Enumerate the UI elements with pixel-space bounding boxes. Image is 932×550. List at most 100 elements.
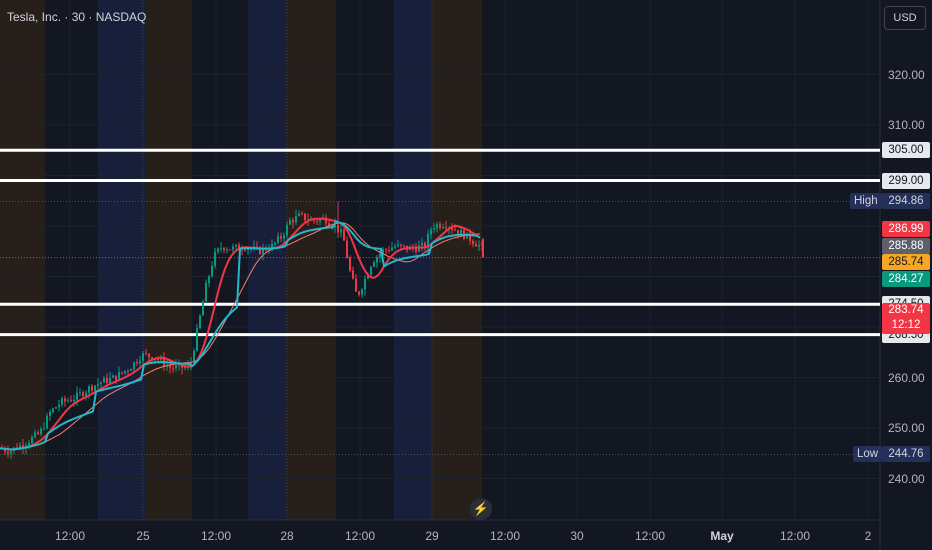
candle-body <box>385 249 387 251</box>
candle-body <box>115 375 117 381</box>
time-tick: 12:00 <box>489 529 521 543</box>
replay-icon[interactable]: ⚡ <box>470 498 492 520</box>
candle-body <box>331 225 333 228</box>
candle-body <box>85 392 87 397</box>
time-tick: 12:00 <box>54 529 86 543</box>
session-band-postmarket <box>98 0 145 520</box>
candle-body <box>103 378 105 383</box>
candle-body <box>364 278 366 290</box>
candle-body <box>82 392 84 397</box>
candle-body <box>136 362 138 364</box>
candle-body <box>133 362 135 370</box>
candle-body <box>94 385 96 391</box>
candle-body <box>304 213 306 221</box>
candle-body <box>373 262 375 267</box>
candle-body <box>70 400 72 402</box>
candle-body <box>52 408 54 413</box>
candle-body <box>241 249 243 251</box>
session-backgrounds <box>0 0 482 520</box>
low-label: Low <box>853 446 883 463</box>
high-label: High <box>850 193 882 210</box>
candle-body <box>346 240 348 258</box>
candle-body <box>226 249 228 251</box>
candle-body <box>112 375 114 378</box>
candle-body <box>64 398 66 402</box>
bar-countdown: 12:12 <box>891 319 921 331</box>
session-band-premarket <box>145 0 192 520</box>
session-band-postmarket <box>248 0 286 520</box>
price-tag-orange: 285.74 <box>882 254 930 270</box>
candle-body <box>427 234 429 249</box>
price-tag-gray: 285.88 <box>882 238 930 254</box>
candle-body <box>10 450 12 454</box>
candle-body <box>433 228 435 230</box>
candle-body <box>451 227 453 230</box>
price-tick: 320.00 <box>888 67 925 82</box>
candle-body <box>349 257 351 271</box>
candle-body <box>316 220 318 222</box>
candle-body <box>454 229 456 231</box>
time-tick: 28 <box>280 529 294 543</box>
candle-body <box>76 392 78 400</box>
candle-body <box>211 266 213 277</box>
candle-body <box>247 248 249 251</box>
candle-body <box>172 367 174 369</box>
candle-body <box>235 244 237 247</box>
candle-body <box>157 358 159 360</box>
candle-body <box>244 249 246 251</box>
candle-body <box>184 366 186 368</box>
price-tag-teal: 284.27 <box>882 271 930 287</box>
candle-body <box>280 236 282 239</box>
candle-body <box>370 266 372 275</box>
candle-body <box>415 248 417 252</box>
candle-body <box>214 251 216 267</box>
candle-body <box>382 249 384 254</box>
candle-body <box>73 399 75 402</box>
candle-body <box>361 289 363 295</box>
candle-body <box>208 276 210 283</box>
candle-body <box>7 451 9 454</box>
symbol-title[interactable]: Tesla, Inc. · 30 · NASDAQ <box>7 10 147 24</box>
candle-body <box>271 243 273 251</box>
candle-body <box>19 445 21 450</box>
candle-body <box>298 213 300 216</box>
candle-body <box>193 350 195 363</box>
candle-body <box>430 229 432 235</box>
candle-body <box>55 407 57 409</box>
currency-button[interactable]: USD <box>884 6 926 30</box>
candle-body <box>106 378 108 383</box>
candle-body <box>190 362 192 366</box>
level-tag: 299.00 <box>882 172 930 189</box>
candle-body <box>367 274 369 279</box>
candle-body <box>286 224 288 236</box>
ma-slow-line <box>0 222 481 450</box>
candle-body <box>220 248 222 250</box>
candle-body <box>259 247 261 254</box>
candle-body <box>421 242 423 246</box>
candle-body <box>46 415 48 429</box>
candle-body <box>124 370 126 373</box>
candle-body <box>340 229 342 233</box>
candle-body <box>100 382 102 384</box>
candle-body <box>127 370 129 372</box>
candle-body <box>40 428 42 435</box>
candle-body <box>217 248 219 252</box>
candlesticks <box>1 201 484 459</box>
last-price-value: 283.74 <box>888 304 924 316</box>
ma-fast-line <box>0 220 481 451</box>
candle-body <box>460 229 462 235</box>
candle-body <box>118 372 120 381</box>
candle-body <box>295 215 297 223</box>
candle-body <box>445 227 447 229</box>
candle-body <box>319 218 321 222</box>
candle-body <box>325 217 327 224</box>
candle-body <box>121 372 123 374</box>
candle-body <box>4 448 6 452</box>
candle-body <box>238 244 240 250</box>
last-price-tag: 283.74 12:12 <box>882 303 930 334</box>
candle-body <box>289 220 291 225</box>
candle-body <box>205 282 207 302</box>
candle-body <box>151 357 153 361</box>
